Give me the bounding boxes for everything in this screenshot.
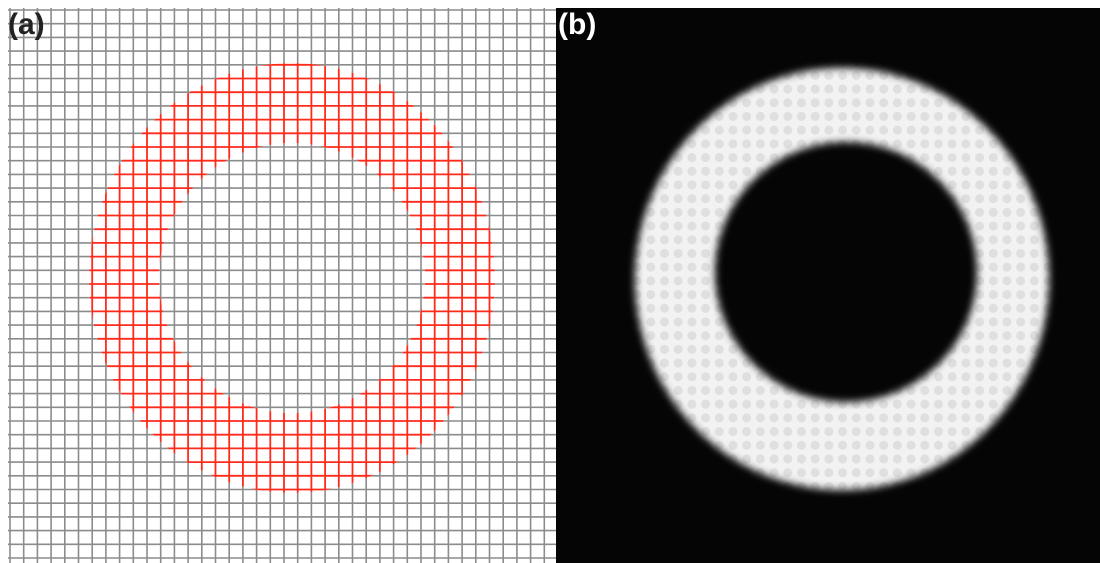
panel-b: (b) — [556, 8, 1100, 563]
panel-a: (a) — [8, 8, 556, 563]
page: (a) (b) (() => { const data = JSON.parse… — [0, 0, 1100, 563]
texture — [556, 8, 1100, 563]
panel-label: (a) — [8, 8, 45, 41]
figure: (a) (b) — [0, 0, 1100, 563]
panel-label: (b) — [558, 8, 596, 41]
